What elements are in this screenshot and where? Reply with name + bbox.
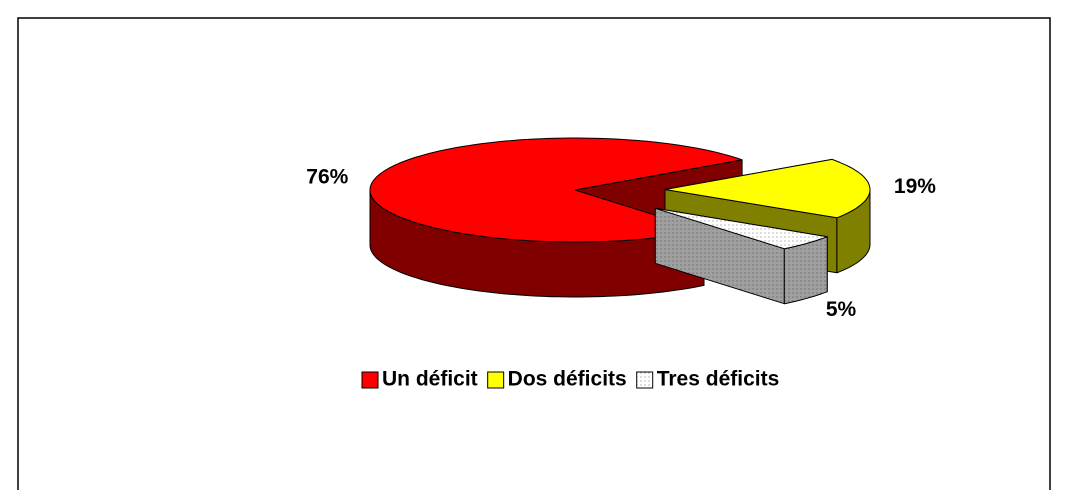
legend-label: Tres déficits bbox=[657, 368, 780, 391]
legend-swatch bbox=[636, 371, 654, 389]
legend-swatch bbox=[487, 371, 505, 389]
pie-slice bbox=[654, 207, 828, 305]
data-label: 19% bbox=[894, 175, 936, 198]
legend: Un déficit Dos déficits Tres déficits bbox=[361, 368, 780, 391]
legend-label: Dos déficits bbox=[508, 368, 627, 391]
slice-top bbox=[369, 137, 743, 243]
legend-swatch bbox=[361, 371, 379, 389]
slice-top bbox=[654, 207, 828, 250]
pie-slice bbox=[369, 137, 743, 298]
legend-label: Un déficit bbox=[382, 368, 478, 391]
data-label: 76% bbox=[306, 166, 348, 189]
data-label: 5% bbox=[826, 298, 857, 321]
slice-top bbox=[664, 158, 871, 219]
pie: 76% 19% 5% bbox=[306, 137, 936, 321]
chart-frame bbox=[17, 17, 1051, 490]
